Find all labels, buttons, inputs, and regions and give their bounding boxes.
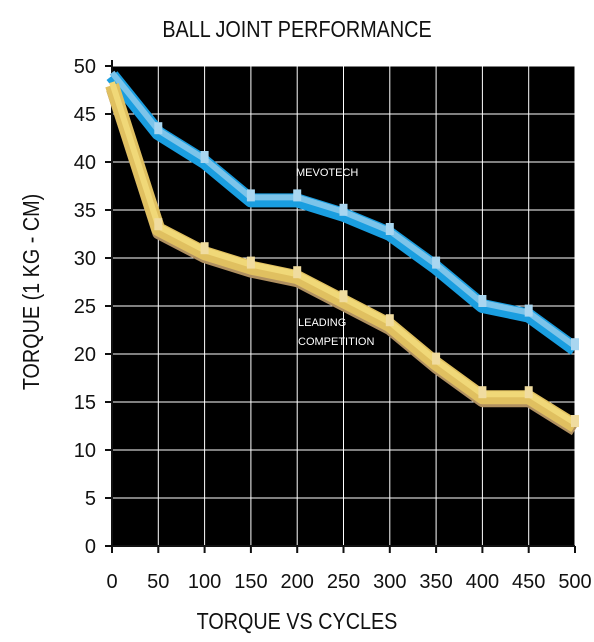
x-tick-label: 400 xyxy=(466,571,499,593)
annotation-label: MEVOTECH xyxy=(296,167,358,179)
series-competition-point xyxy=(154,218,163,231)
series-mevotech-point xyxy=(524,304,533,317)
y-tick-label: 45 xyxy=(74,104,96,126)
series-mevotech-point xyxy=(154,122,163,135)
series-mevotech-point xyxy=(478,295,487,307)
x-tick-label: 500 xyxy=(558,571,591,593)
y-tick-label: 10 xyxy=(74,440,96,462)
series-mevotech-point xyxy=(339,203,348,216)
series-mevotech-point xyxy=(432,256,441,269)
x-tick-label: 350 xyxy=(419,571,452,593)
y-tick-label: 25 xyxy=(74,296,96,318)
annotation-label: LEADING xyxy=(298,317,346,329)
series-competition-point xyxy=(524,386,533,399)
series-mevotech-point xyxy=(385,223,394,235)
x-tick-label: 200 xyxy=(281,571,314,593)
series-competition-point xyxy=(246,256,255,269)
series-mevotech-point xyxy=(246,189,255,202)
y-tick-label: 5 xyxy=(85,488,96,510)
series-competition-point xyxy=(200,242,209,255)
y-tick-label: 0 xyxy=(85,536,96,558)
series-competition-point xyxy=(571,415,579,427)
x-tick-label: 250 xyxy=(327,571,360,593)
annotation-label: COMPETITION xyxy=(298,336,374,348)
y-tick-label: 15 xyxy=(74,392,96,414)
y-tick-label: 30 xyxy=(74,248,96,270)
series-competition-point xyxy=(478,386,487,399)
x-axis-label: TORQUE VS CYCLES xyxy=(196,608,398,634)
y-tick-label: 50 xyxy=(74,56,96,78)
series-competition-point xyxy=(293,266,302,279)
x-tick-label: 50 xyxy=(147,571,169,593)
x-tick-label: 100 xyxy=(188,571,221,593)
x-tick-label: 150 xyxy=(234,571,267,593)
y-tick-label: 20 xyxy=(74,344,96,366)
series-mevotech-point xyxy=(200,151,209,163)
y-tick-label: 35 xyxy=(74,200,96,222)
x-tick-label: 450 xyxy=(512,571,545,593)
x-tick-label: 0 xyxy=(106,571,117,593)
chart-title: BALL JOINT PERFORMANCE xyxy=(162,16,432,42)
series-competition-point xyxy=(385,314,394,327)
series-competition-point xyxy=(432,352,441,365)
series-competition-point xyxy=(339,290,348,303)
x-tick-label: 300 xyxy=(373,571,406,593)
series-mevotech-point xyxy=(571,338,579,351)
series-mevotech-point xyxy=(293,189,302,202)
y-tick-label: 40 xyxy=(74,152,96,174)
